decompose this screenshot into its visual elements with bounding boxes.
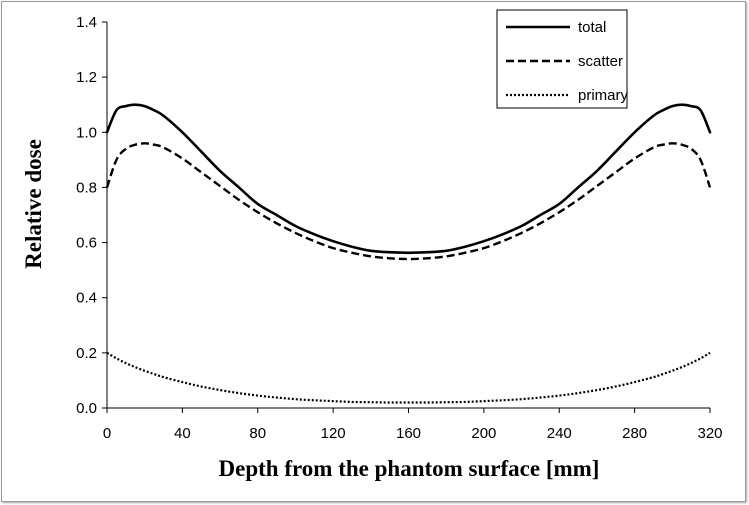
series-line-scatter <box>105 142 712 261</box>
x-tick-label: 40 <box>174 425 191 442</box>
y-tick-label: 0.4 <box>76 290 97 307</box>
y-tick-label: 1.0 <box>76 124 97 141</box>
y-tick-label: 0.0 <box>76 400 97 417</box>
series-line-total <box>105 103 712 255</box>
x-axis-title: Depth from the phantom surface [mm] <box>219 456 600 481</box>
series-line-primary <box>106 351 711 404</box>
x-tick-label: 0 <box>103 425 111 442</box>
y-tick-label: 0.6 <box>76 235 97 252</box>
legend: total scatter primary <box>496 9 629 109</box>
x-tick-label: 80 <box>249 425 266 442</box>
y-tick-label: 0.8 <box>76 179 97 196</box>
x-tick-label: 320 <box>697 425 722 442</box>
x-tick-label: 160 <box>396 425 421 442</box>
x-tick-label: 120 <box>321 425 346 442</box>
x-tick-label: 240 <box>547 425 572 442</box>
y-tick-label: 1.4 <box>76 14 97 31</box>
legend-label-scatter: scatter <box>578 53 623 70</box>
legend-label-total: total <box>578 19 606 36</box>
x-tick-label: 200 <box>471 425 496 442</box>
y-tick-label: 1.2 <box>76 69 97 86</box>
y-tick-label: 0.2 <box>76 345 97 362</box>
axes <box>102 21 711 413</box>
x-tick-label: 280 <box>622 425 647 442</box>
tick-labels: 0.0 0.2 0.4 0.6 0.8 1.0 1.2 1.4 0 40 80 120 160 200 24… <box>76 14 722 442</box>
series-layer <box>105 103 712 404</box>
y-axis-title: Relative dose <box>21 139 46 269</box>
legend-label-primary: primary <box>578 87 629 104</box>
